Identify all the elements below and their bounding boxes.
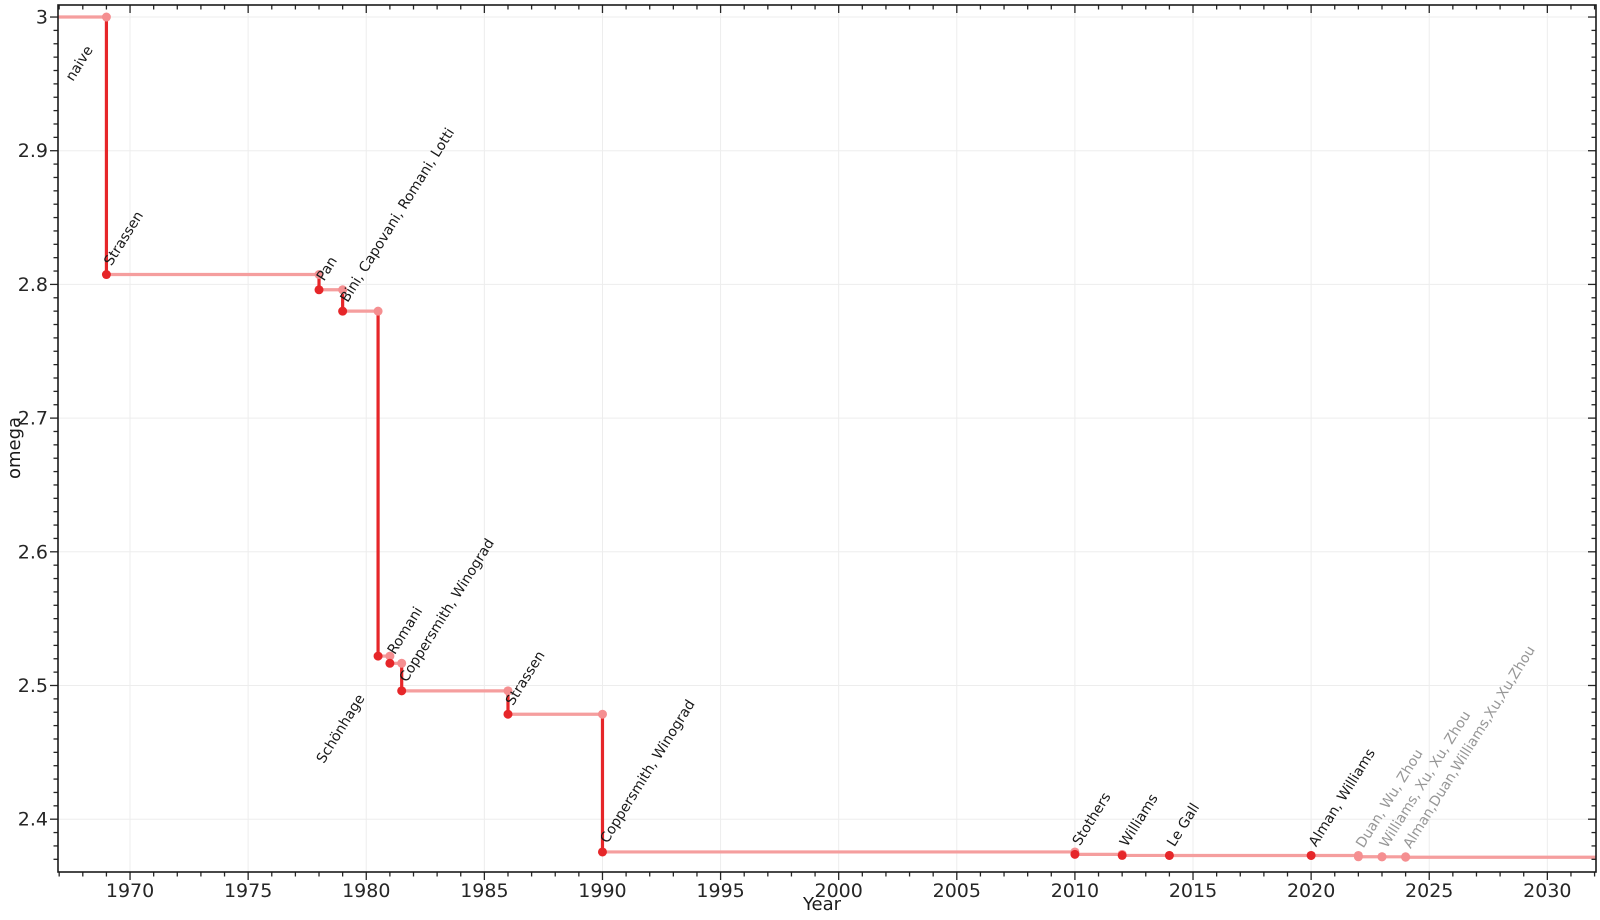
x-tick-label: 1970 (106, 880, 154, 902)
data-point-marker (503, 709, 513, 719)
data-point-marker (1164, 850, 1174, 860)
data-point-marker (1117, 850, 1127, 860)
pre-drop-marker (597, 709, 607, 719)
event-label: Strassen (503, 648, 549, 708)
event-label: Coppersmith, Winograd (597, 697, 698, 846)
pre-drop-marker (314, 270, 324, 280)
pre-drop-marker (101, 12, 111, 22)
x-tick-label: 1985 (460, 880, 508, 902)
data-point-marker (1306, 850, 1316, 860)
event-label: Strassen (101, 209, 147, 269)
data-point-marker (314, 285, 324, 295)
axes-layer (57, 4, 1597, 873)
x-tick-label: 2025 (1405, 880, 1453, 902)
x-tick-label: 1995 (696, 880, 744, 902)
y-axis-title: omega (4, 417, 25, 479)
event-label: Alman,Duan,Williams,Xu,Xu,Zhou (1400, 643, 1538, 851)
x-tick-label: 1975 (224, 880, 272, 902)
y-tick-label: 2.7 (18, 408, 48, 430)
x-tick-label: 1980 (342, 880, 390, 902)
y-tick-label: 2.4 (18, 809, 48, 831)
pre-drop-marker (385, 651, 395, 661)
y-tick-label: 2.8 (18, 274, 48, 296)
grid-layer (58, 5, 1596, 872)
pre-drop-marker (397, 658, 407, 668)
data-point-marker (101, 270, 111, 280)
data-point-marker (373, 651, 383, 661)
x-tick-label: 1990 (578, 880, 626, 902)
x-tick-label: 2010 (1051, 880, 1099, 902)
x-tick-label: 2030 (1523, 880, 1571, 902)
x-axis-title: Year (802, 894, 842, 915)
event-label: Le Gall (1164, 801, 1203, 850)
x-tick-label: 2005 (933, 880, 981, 902)
plot-border (57, 4, 1597, 873)
data-point-marker (338, 306, 348, 316)
data-point-marker (1353, 852, 1363, 862)
data-point-marker (1377, 852, 1387, 862)
pre-drop-marker (373, 306, 383, 316)
event-label: Williams (1117, 791, 1162, 849)
data-point-marker (1070, 849, 1080, 859)
pre-drop-marker (338, 285, 348, 295)
data-point-marker (397, 686, 407, 696)
data-point-marker (597, 847, 607, 857)
y-tick-label: 2.9 (18, 140, 48, 162)
event-label: Schönhage (314, 692, 369, 767)
data-point-marker (385, 658, 395, 668)
x-tick-label: 2000 (815, 880, 863, 902)
marker-layer (101, 12, 1411, 862)
event-label: naive (63, 43, 97, 84)
tick-label-layer: 1970 1975 1980 1985 1990 1995 2000 2005 2010 2015… (18, 7, 1572, 902)
y-tick-label: 2.6 (18, 541, 48, 563)
x-tick-label: 2015 (1169, 880, 1217, 902)
x-tick-label: 2020 (1287, 880, 1335, 902)
event-label: Bini, Capovani, Romani, Lotti (337, 125, 458, 305)
data-point-marker (1401, 852, 1411, 862)
y-tick-label: 2.5 (18, 675, 48, 697)
series-layer (58, 15, 1596, 859)
y-tick-label: 3 (36, 7, 48, 29)
pre-drop-marker (503, 686, 513, 696)
